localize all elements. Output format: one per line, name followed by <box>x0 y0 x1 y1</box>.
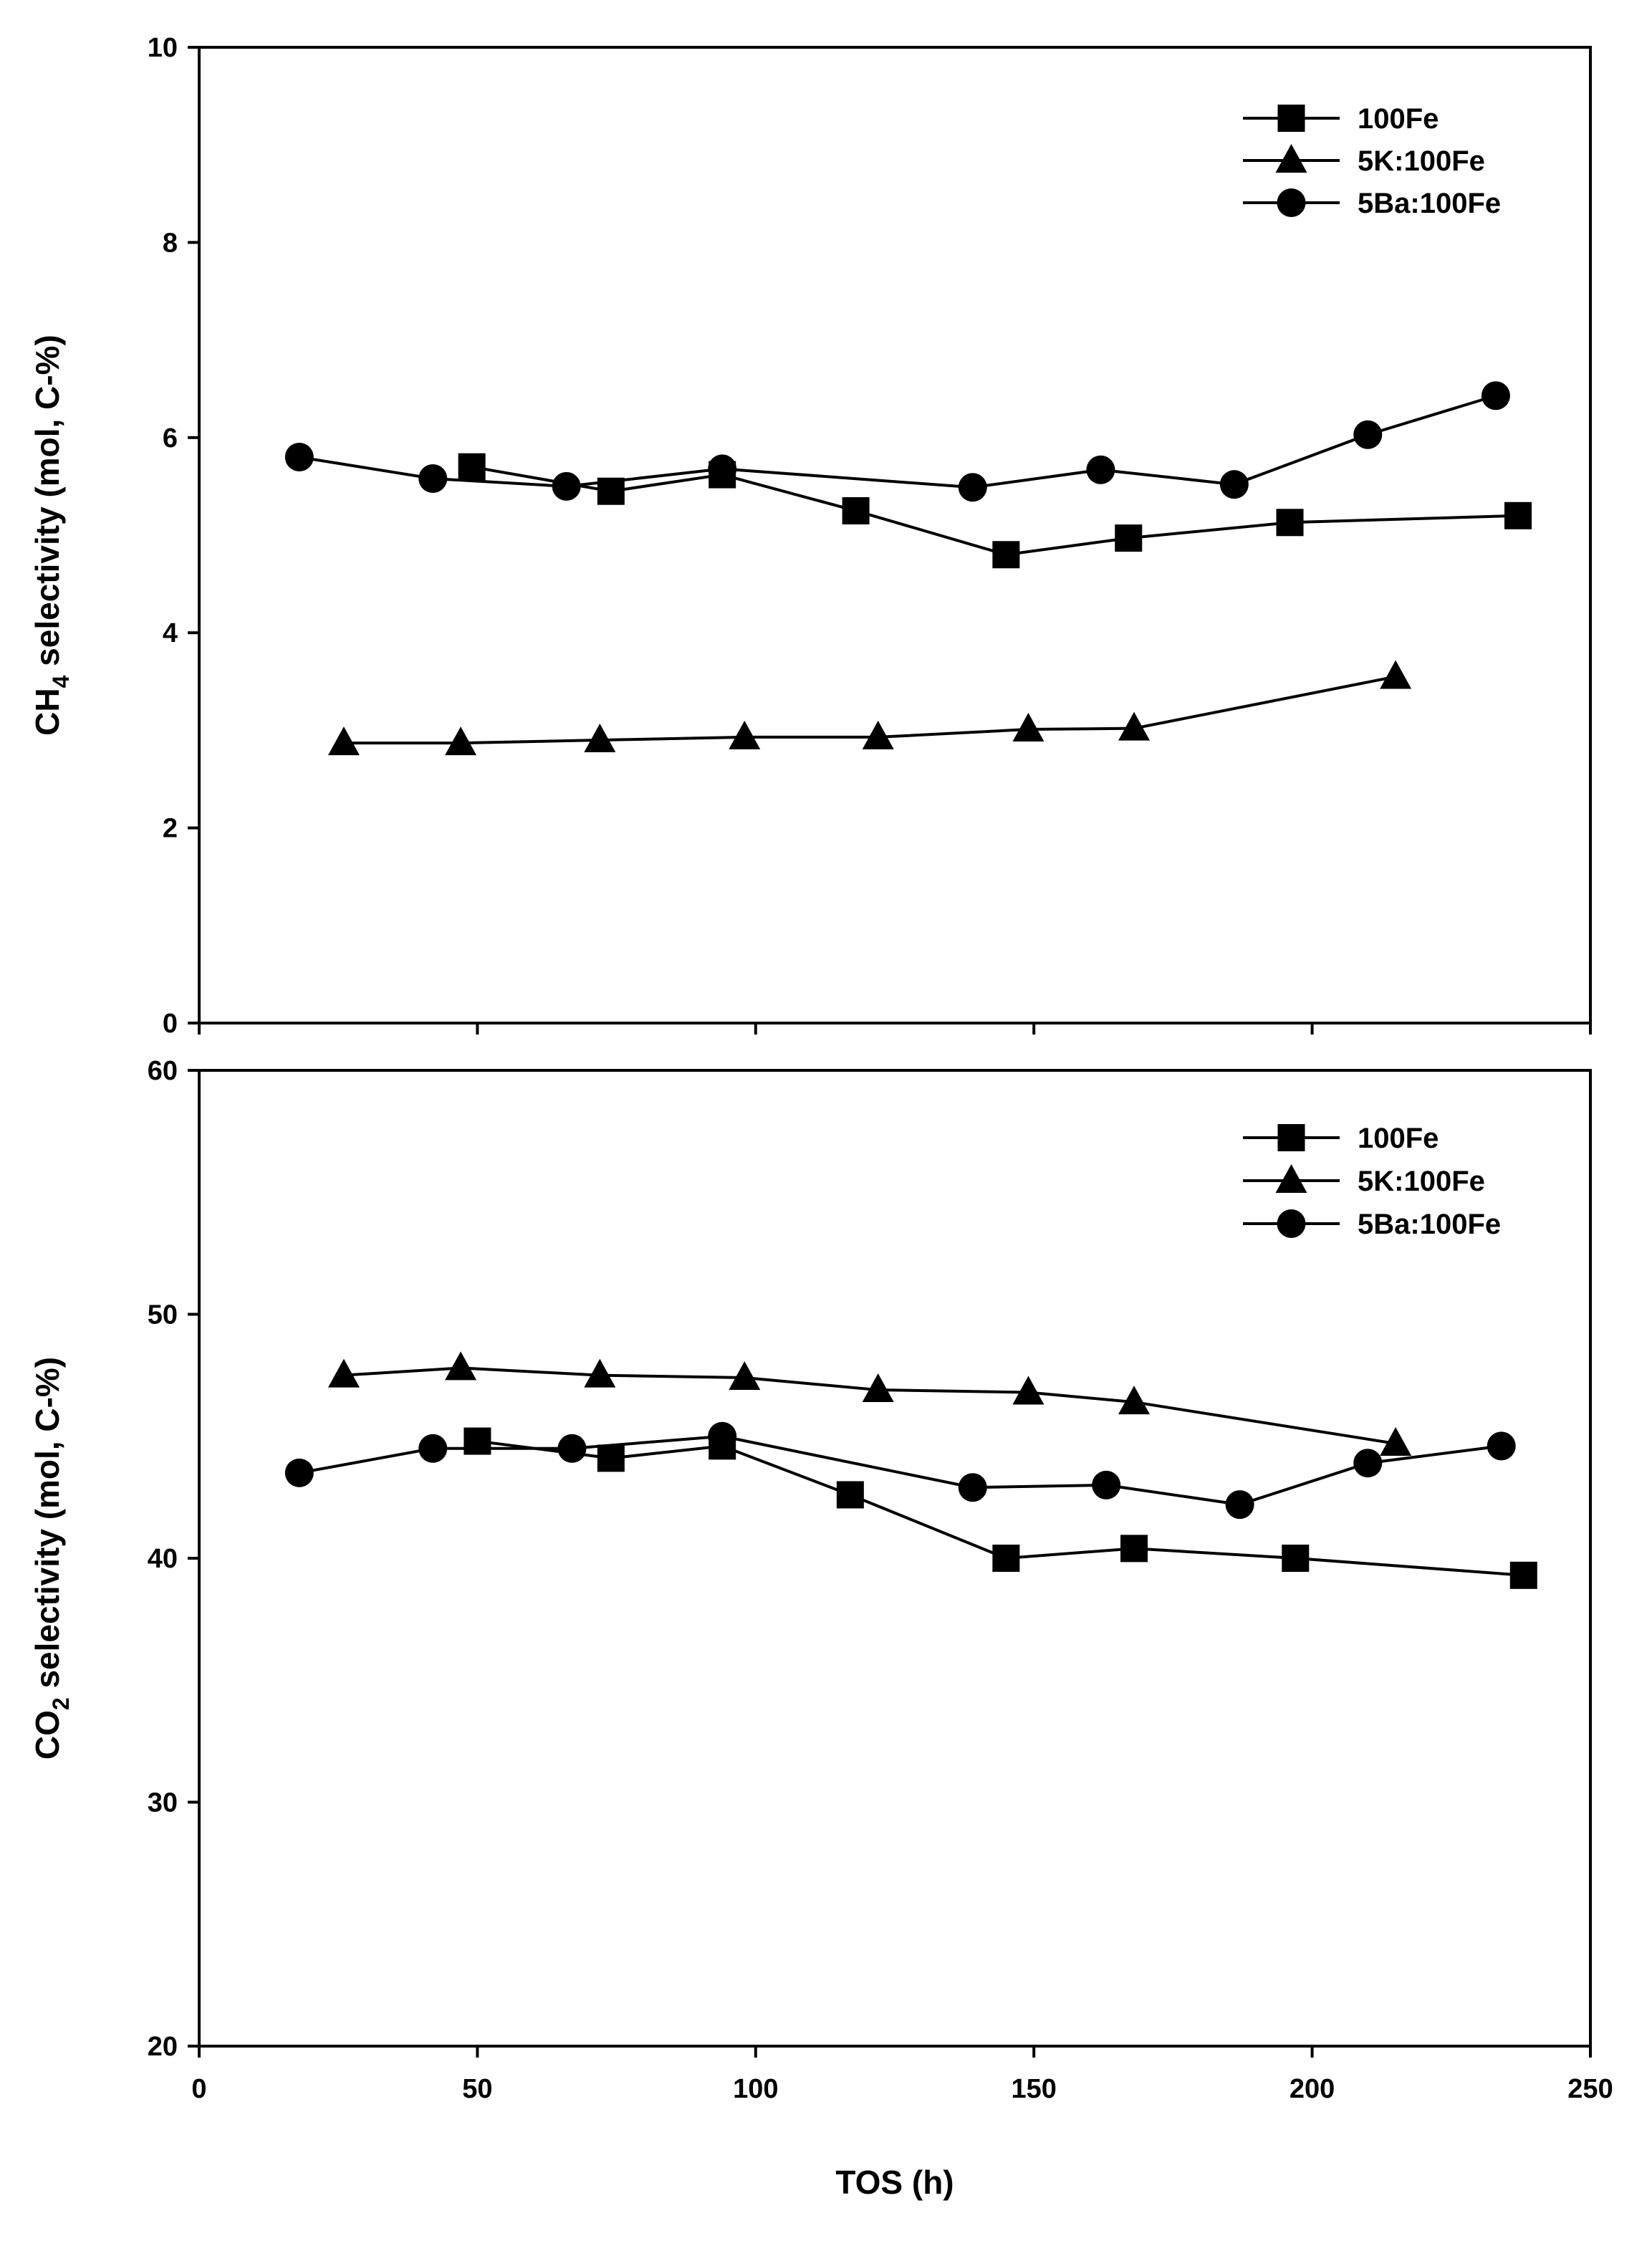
top-plot-frame <box>198 46 1592 1024</box>
top-series-5ba-100fe-point <box>1481 381 1510 411</box>
bottom-x-tick-label: 150 <box>1011 2074 1056 2104</box>
top-series-5k-100fe-point <box>862 720 894 749</box>
bottom-x-tick-label: 100 <box>733 2074 778 2104</box>
top-series-5ba-100fe-point <box>708 454 737 484</box>
top-legend: 100Fe 5K:100Fe 5Ba:100Fe <box>1243 103 1501 219</box>
top-y-tick-label: 0 <box>163 1009 178 1039</box>
bottom-series-100fe-point <box>464 1427 491 1455</box>
top-y-tick-label: 10 <box>148 33 178 63</box>
top-series-5k-100fe-point <box>729 720 761 749</box>
top-series-5ba-100fe-point <box>1086 455 1115 484</box>
bottom-legend-5k-100fe-label: 5K:100Fe <box>1358 1166 1485 1197</box>
bottom-x-tick-label: 200 <box>1290 2074 1335 2104</box>
bottom-series-5k-100fe-point <box>1118 1386 1151 1415</box>
bottom-series-5k-100fe-point <box>862 1373 894 1403</box>
top-legend-5ba-100fe-marker <box>1277 188 1306 217</box>
bottom-series-5ba-100fe-point <box>708 1421 737 1451</box>
top-y-title-post: selectivity (mol, C-%) <box>29 335 66 675</box>
bottom-series-5ba-100fe-point <box>418 1434 448 1463</box>
bottom-series-100fe-point <box>992 1545 1020 1572</box>
bottom-y-tick-label: 20 <box>148 2032 178 2062</box>
bottom-series-100fe-point <box>836 1481 864 1509</box>
top-series <box>284 381 1532 756</box>
bottom-legend-5ba-100fe-label: 5Ba:100Fe <box>1358 1209 1501 1240</box>
top-series-100fe-point <box>1115 524 1143 552</box>
top-y-title-pre: CH <box>29 688 66 735</box>
top-series-5ba-100fe-point <box>1219 470 1249 499</box>
bottom-x-tick-label: 250 <box>1567 2074 1613 2104</box>
top-y-tick-label: 4 <box>163 618 178 648</box>
top-legend-5k-100fe-marker <box>1275 144 1307 173</box>
top-legend-5ba-100fe-label: 5Ba:100Fe <box>1358 188 1501 219</box>
top-axes: 0 2 4 6 8 10 <box>148 33 1592 1039</box>
top-legend-100fe-marker <box>1277 105 1305 132</box>
bottom-series-5k-100fe-point <box>584 1358 616 1388</box>
bottom-y-tick-label: 50 <box>148 1300 178 1330</box>
top-legend-100fe-label: 100Fe <box>1358 103 1439 135</box>
bottom-y-axis-title: CO2 selectivity (mol, C-%) <box>29 1357 74 1760</box>
bottom-series-5k-100fe-point <box>445 1351 477 1381</box>
bottom-legend-5k-100fe-marker <box>1275 1164 1307 1193</box>
bottom-y-tick-label: 60 <box>148 1056 178 1086</box>
bottom-series-100fe-point <box>597 1444 625 1472</box>
bottom-y-tick-label: 40 <box>148 1544 178 1574</box>
bottom-series-5k-100fe-point <box>1012 1376 1044 1405</box>
x-axis-title: TOS (h) <box>835 2164 954 2201</box>
top-y-tick-label: 2 <box>163 814 178 844</box>
bottom-series-5ba-100fe-point <box>557 1434 587 1463</box>
bottom-x-tick-label: 0 <box>191 2074 206 2104</box>
top-series-5ba-100fe-point <box>1353 420 1383 449</box>
top-y-tick-label: 6 <box>163 423 178 453</box>
bottom-x-tick-label: 50 <box>462 2074 492 2104</box>
bottom-series-5ba-100fe-point <box>1487 1431 1516 1461</box>
bottom-series-100fe-line <box>477 1439 1524 1577</box>
bottom-panel: 20 30 40 50 60 0 50 100 150 200 250 100Fe 5K:100Fe 5… <box>29 1056 1613 2201</box>
top-y-title-sub: 4 <box>48 675 74 688</box>
bottom-series-100fe-point <box>1509 1561 1537 1589</box>
bottom-legend: 100Fe 5K:100Fe 5Ba:100Fe <box>1243 1123 1501 1240</box>
top-series-5k-100fe-point <box>327 726 360 756</box>
top-series-5k-100fe-point <box>584 724 616 753</box>
bottom-axes: 20 30 40 50 60 0 50 100 150 200 250 <box>148 1056 1613 2104</box>
top-series-100fe-point <box>1504 501 1532 529</box>
bottom-series-5k-100fe-point <box>1380 1426 1412 1456</box>
top-y-axis-title: CH4 selectivity (mol, C-%) <box>29 335 74 736</box>
top-series-5k-100fe-point <box>445 726 477 756</box>
top-series-100fe-point <box>992 541 1020 569</box>
top-series-5k-100fe-point <box>1012 713 1044 742</box>
top-series-5ba-100fe-point <box>552 471 581 501</box>
top-series-5ba-100fe-point <box>284 443 314 472</box>
bottom-series-5k-100fe-line <box>343 1366 1396 1445</box>
top-series-100fe-point <box>842 496 870 524</box>
top-legend-5k-100fe-label: 5K:100Fe <box>1358 145 1485 177</box>
bottom-y-title-pre: CO <box>29 1710 66 1760</box>
top-series-5k-100fe-point <box>1118 711 1151 741</box>
top-series-5k-100fe-line <box>343 675 1396 745</box>
bottom-y-title-sub: 2 <box>48 1697 74 1710</box>
bottom-series-5ba-100fe-point <box>284 1458 314 1487</box>
top-series-5ba-100fe-point <box>958 473 987 502</box>
bottom-series-5ba-100fe-point <box>1092 1470 1121 1499</box>
bottom-series <box>284 1351 1537 1589</box>
bottom-series-5ba-100fe-point <box>958 1473 987 1502</box>
bottom-legend-5ba-100fe-marker <box>1277 1209 1306 1238</box>
top-series-100fe-point <box>458 453 486 481</box>
top-series-5ba-100fe-point <box>418 464 448 494</box>
bottom-series-5ba-100fe-point <box>1225 1490 1254 1520</box>
top-series-100fe-line <box>471 465 1519 557</box>
bottom-legend-100fe-label: 100Fe <box>1358 1123 1439 1154</box>
bottom-series-5k-100fe-point <box>327 1358 360 1388</box>
bottom-series-5k-100fe-point <box>729 1361 761 1391</box>
bottom-y-tick-label: 30 <box>148 1788 178 1818</box>
bottom-series-5ba-100fe-point <box>1353 1449 1383 1478</box>
bottom-series-100fe-point <box>1120 1535 1148 1563</box>
bottom-legend-100fe-marker <box>1277 1124 1305 1151</box>
top-series-5k-100fe-point <box>1380 660 1412 689</box>
top-series-100fe-point <box>1276 509 1304 537</box>
top-y-tick-label: 8 <box>163 228 178 258</box>
bottom-y-title-post: selectivity (mol, C-%) <box>29 1357 66 1697</box>
bottom-series-100fe-point <box>1282 1545 1310 1572</box>
